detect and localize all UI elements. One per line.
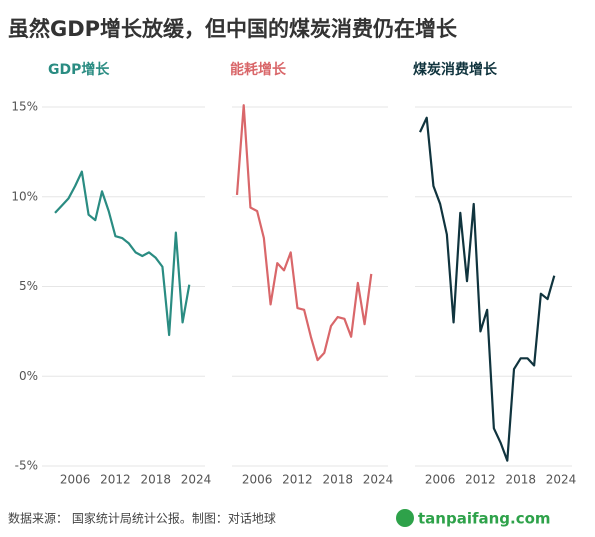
x-tick-label: 2024 — [181, 473, 212, 487]
y-tick-label: 15% — [11, 100, 38, 114]
data-line — [54, 170, 191, 337]
x-tick-label: 2018 — [505, 473, 536, 487]
source-note: 数据来源： 国家统计局统计公报。制图：对话地球 — [8, 511, 276, 526]
x-tick-label: 2024 — [363, 473, 394, 487]
panel-title: GDP增长 — [48, 61, 110, 78]
x-tick-label: 2006 — [60, 473, 91, 487]
watermark: tanpaifang.com — [418, 510, 551, 528]
y-tick-label: -5% — [15, 459, 38, 473]
x-tick-label: 2012 — [465, 473, 496, 487]
watermark-logo — [396, 509, 414, 527]
data-line — [235, 104, 373, 362]
panel-title: 能耗增长 — [230, 61, 287, 78]
chart-title: 虽然GDP增长放缓，但中国的煤炭消费仍在增长 — [8, 17, 458, 41]
x-tick-label: 2006 — [242, 473, 273, 487]
y-tick-label: 5% — [19, 279, 38, 293]
x-tick-label: 2018 — [322, 473, 353, 487]
x-tick-label: 2012 — [100, 473, 131, 487]
x-tick-label: 2018 — [140, 473, 171, 487]
data-line — [419, 116, 556, 462]
x-tick-label: 2012 — [282, 473, 313, 487]
y-tick-label: 0% — [19, 369, 38, 383]
x-tick-label: 2024 — [546, 473, 577, 487]
y-tick-label: 10% — [11, 189, 38, 203]
panel-title: 煤炭消费增长 — [413, 61, 498, 78]
x-tick-label: 2006 — [425, 473, 456, 487]
